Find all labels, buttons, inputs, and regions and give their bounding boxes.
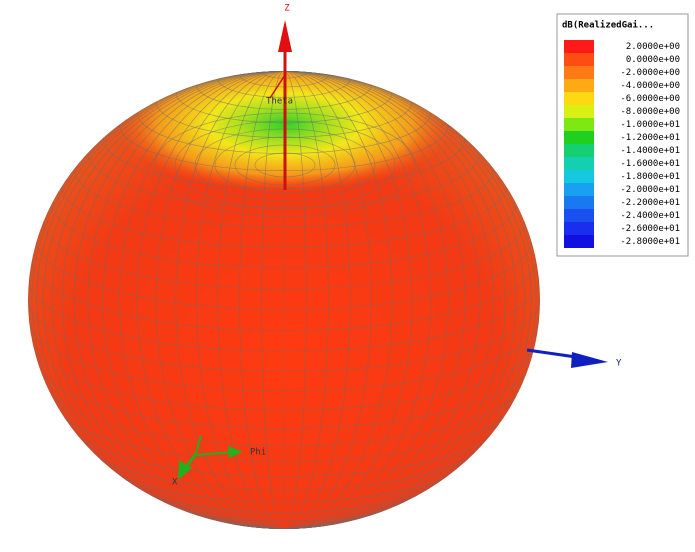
legend-swatch bbox=[564, 79, 594, 92]
legend-label: -6.0000e+00 bbox=[620, 94, 680, 104]
legend-label: -2.8000e+01 bbox=[620, 237, 680, 247]
mesh-line bbox=[31, 260, 537, 332]
legend-label: -2.0000e+01 bbox=[620, 185, 680, 195]
mesh-line bbox=[51, 71, 517, 529]
legend-swatch bbox=[564, 66, 594, 79]
mesh-line bbox=[43, 71, 525, 529]
mesh-line bbox=[239, 71, 329, 529]
mesh-line bbox=[239, 71, 329, 529]
mesh-line bbox=[196, 71, 372, 529]
axis-label: Phi bbox=[250, 448, 266, 458]
mesh-line bbox=[261, 71, 307, 529]
mesh-line bbox=[31, 71, 537, 529]
mesh-line bbox=[61, 414, 507, 477]
legend-swatch bbox=[564, 209, 594, 222]
legend-label: -2.6000e+01 bbox=[620, 224, 680, 234]
mesh-line bbox=[43, 221, 525, 290]
legend-label: -2.4000e+01 bbox=[620, 211, 680, 221]
legend-swatch bbox=[564, 92, 594, 105]
mesh-line bbox=[36, 359, 532, 429]
mesh-line bbox=[51, 396, 517, 463]
legend-swatch bbox=[564, 131, 594, 144]
mesh-line bbox=[87, 152, 481, 209]
theta-arrow bbox=[269, 74, 286, 99]
z-axis: Z bbox=[278, 4, 292, 190]
axis-label: Y bbox=[616, 359, 622, 369]
mesh-line bbox=[87, 71, 481, 529]
legend-label: -2.2000e+01 bbox=[620, 198, 680, 208]
legend-swatch bbox=[564, 53, 594, 66]
legend-swatch bbox=[564, 196, 594, 209]
legend-label: -1.6000e+01 bbox=[620, 159, 680, 169]
legend-label: -1.4000e+01 bbox=[620, 146, 680, 156]
axis-label: X bbox=[172, 478, 178, 488]
legend-label: -1.2000e+01 bbox=[620, 133, 680, 143]
mesh-line bbox=[73, 168, 495, 228]
mesh bbox=[28, 71, 540, 529]
legend-label: -8.0000e+00 bbox=[620, 107, 680, 117]
axis-label: Theta bbox=[266, 97, 293, 107]
legend-swatch bbox=[564, 40, 594, 53]
axis-label: Z bbox=[284, 4, 290, 14]
mesh-line bbox=[119, 71, 449, 529]
legend-label: -1.0000e+01 bbox=[620, 120, 680, 130]
mesh-line bbox=[136, 71, 432, 529]
mesh-line bbox=[73, 71, 495, 529]
mesh-line bbox=[136, 71, 432, 529]
mesh-line bbox=[61, 71, 507, 529]
mesh-line bbox=[28, 71, 540, 529]
legend-swatch bbox=[564, 183, 594, 196]
legend-swatch bbox=[564, 222, 594, 235]
legend-swatch bbox=[564, 144, 594, 157]
mesh-line bbox=[36, 71, 532, 529]
mesh-line bbox=[51, 71, 517, 529]
mesh-line bbox=[119, 71, 449, 529]
mesh-line bbox=[261, 71, 307, 529]
mesh-line bbox=[102, 71, 466, 529]
mesh-line bbox=[196, 71, 372, 529]
legend-label: 0.0000e+00 bbox=[626, 55, 680, 65]
mesh-line bbox=[31, 339, 537, 411]
mesh-line bbox=[28, 280, 540, 352]
mesh-line bbox=[73, 71, 495, 529]
legend-swatch bbox=[564, 235, 594, 248]
mesh-line bbox=[28, 299, 540, 373]
mesh-line bbox=[217, 71, 351, 529]
mesh-line bbox=[43, 71, 525, 529]
legend: dB(RealizedGai... 2.0000e+00 0.0000e+00 -2… bbox=[556, 13, 689, 257]
mesh-line bbox=[155, 71, 413, 529]
mesh-line bbox=[175, 71, 393, 529]
mesh-line bbox=[217, 71, 351, 529]
mesh-line bbox=[87, 71, 481, 529]
phi-axes: Phi X bbox=[172, 435, 266, 488]
legend-label: -4.0000e+00 bbox=[620, 81, 680, 91]
legend-label: -2.0000e+00 bbox=[620, 68, 680, 78]
mesh-line bbox=[51, 203, 517, 269]
legend-label: -1.8000e+01 bbox=[620, 172, 680, 182]
legend-label: 2.0000e+00 bbox=[626, 42, 680, 52]
mesh-line bbox=[28, 319, 540, 392]
mesh-line bbox=[43, 378, 525, 447]
mesh-line bbox=[61, 185, 507, 248]
legend-title: dB(RealizedGai... bbox=[562, 20, 654, 31]
mesh-line bbox=[28, 71, 540, 529]
mesh-line bbox=[36, 71, 532, 529]
legend-swatch bbox=[564, 170, 594, 183]
legend-swatch bbox=[564, 157, 594, 170]
y-axis: Y bbox=[526, 348, 622, 369]
legend-swatch bbox=[564, 118, 594, 131]
mesh-line bbox=[31, 71, 537, 529]
mesh-line bbox=[261, 528, 307, 529]
mesh-line bbox=[155, 71, 413, 529]
legend-swatch bbox=[564, 105, 594, 118]
mesh-line bbox=[36, 240, 532, 311]
mesh-line bbox=[61, 71, 507, 529]
mesh-line bbox=[102, 71, 466, 529]
mesh-line bbox=[175, 71, 393, 529]
